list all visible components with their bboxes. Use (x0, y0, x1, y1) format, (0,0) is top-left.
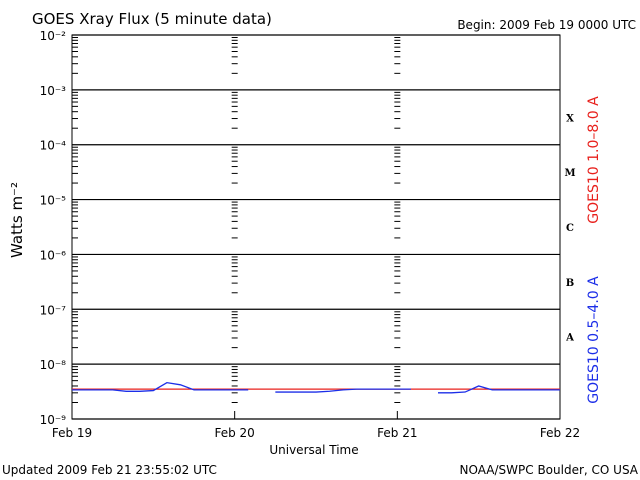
legend-entry: GOES10 0.5–4.0 A (586, 276, 602, 404)
y-tick-label: 10⁻⁴ (40, 139, 67, 153)
y-axis-label: Watts m⁻² (8, 182, 26, 258)
begin-label: Begin: 2009 Feb 19 0000 UTC (457, 18, 636, 32)
series-line (72, 381, 560, 394)
footer-right: NOAA/SWPC Boulder, CO USA (460, 463, 639, 477)
x-tick-label: Feb 19 (52, 426, 92, 440)
plot-frame (71, 34, 561, 420)
legend-entry: GOES10 1.0–8.0 A (586, 96, 602, 224)
y-tick-label: 10⁻⁶ (40, 248, 67, 262)
x-axis-label: Universal Time (269, 443, 358, 457)
y-tick-label: 10⁻⁸ (40, 358, 67, 372)
flare-class: A (565, 333, 574, 344)
flare-class: B (566, 278, 574, 289)
flare-class: M (564, 168, 575, 179)
x-tick-label: Feb 20 (214, 426, 254, 440)
y-tick-label: 10⁻⁷ (40, 303, 67, 317)
y-tick-label: 10⁻³ (40, 84, 67, 98)
flare-class: C (566, 223, 574, 234)
chart-title: GOES Xray Flux (5 minute data) (32, 10, 272, 28)
y-tick-label: 10⁻⁹ (40, 413, 67, 427)
y-tick-label: 10⁻⁵ (40, 194, 67, 208)
x-tick-label: Feb 22 (540, 426, 580, 440)
y-tick-label: 10⁻² (40, 29, 67, 43)
footer-left: Updated 2009 Feb 21 23:55:02 UTC (2, 463, 217, 477)
flare-class: X (566, 113, 574, 124)
x-tick-label: Feb 21 (377, 426, 417, 440)
